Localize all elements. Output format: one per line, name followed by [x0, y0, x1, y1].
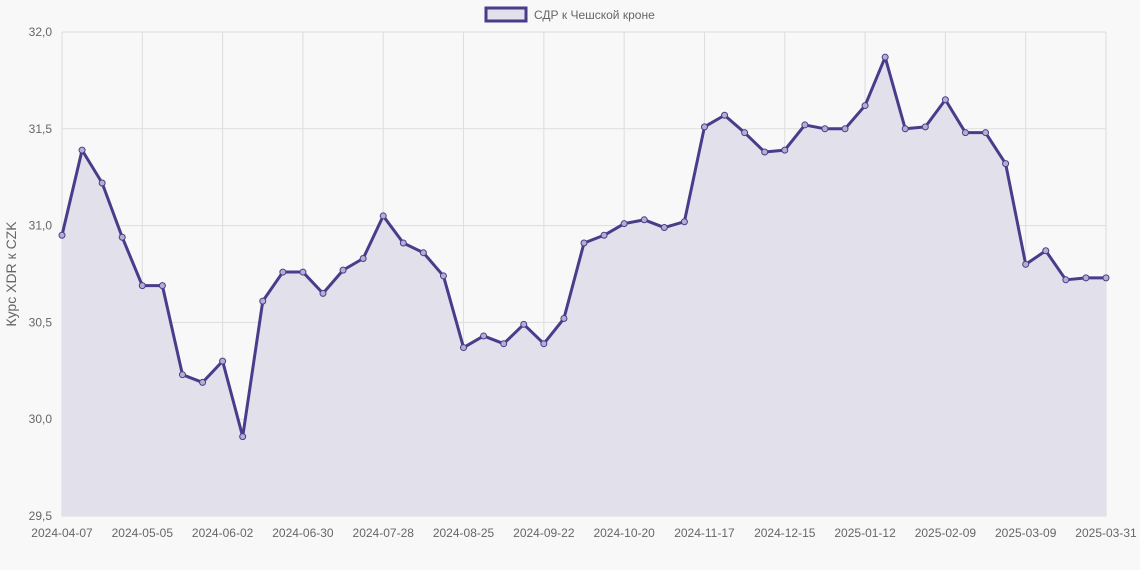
data-point[interactable]	[921, 123, 929, 131]
data-point[interactable]	[480, 332, 488, 340]
data-point[interactable]	[881, 53, 889, 61]
x-tick-label: 2024-11-17	[674, 526, 735, 540]
data-point[interactable]	[580, 239, 588, 247]
data-point[interactable]	[138, 282, 146, 290]
y-axis: 29,5 30,0 30,5 31,0 31,5 32,0	[29, 25, 53, 523]
y-tick-label: 31,0	[29, 219, 53, 233]
data-point[interactable]	[901, 125, 909, 133]
data-point[interactable]	[982, 129, 990, 137]
series-area-fill	[62, 57, 1106, 517]
data-point[interactable]	[821, 125, 829, 133]
x-tick-label: 2025-03-09	[995, 526, 1057, 540]
data-point[interactable]	[1002, 160, 1010, 168]
y-tick-label: 30,0	[29, 412, 53, 426]
data-point[interactable]	[58, 231, 66, 239]
y-tick-label: 31,5	[29, 122, 53, 136]
data-point[interactable]	[359, 255, 367, 263]
x-tick-label: 2024-04-07	[31, 526, 93, 540]
data-point[interactable]	[98, 179, 106, 187]
data-point[interactable]	[199, 378, 207, 386]
data-point[interactable]	[178, 371, 186, 379]
x-axis: 2024-04-07 2024-05-05 2024-06-02 2024-06-30…	[31, 526, 1137, 540]
y-tick-label: 32,0	[29, 25, 53, 39]
data-point[interactable]	[801, 121, 809, 129]
data-point[interactable]	[1062, 276, 1070, 284]
data-point[interactable]	[439, 272, 447, 280]
data-point[interactable]	[319, 289, 327, 297]
data-point[interactable]	[660, 224, 668, 232]
data-point[interactable]	[781, 146, 789, 154]
data-point[interactable]	[961, 129, 969, 137]
data-point[interactable]	[239, 433, 247, 441]
x-tick-label: 2025-03-31	[1075, 526, 1137, 540]
data-point[interactable]	[640, 216, 648, 224]
x-tick-label: 2025-02-09	[915, 526, 977, 540]
x-tick-label: 2024-08-25	[433, 526, 495, 540]
y-axis-title: Курс XDR к CZK	[3, 221, 19, 327]
data-point[interactable]	[279, 268, 287, 276]
x-tick-label: 2024-10-20	[593, 526, 655, 540]
data-point[interactable]	[540, 340, 548, 348]
x-tick-label: 2024-12-15	[754, 526, 816, 540]
data-point[interactable]	[500, 340, 508, 348]
data-point[interactable]	[700, 123, 708, 131]
data-point[interactable]	[861, 102, 869, 110]
x-tick-label: 2024-06-30	[272, 526, 334, 540]
data-point[interactable]	[1022, 260, 1030, 268]
y-tick-label: 29,5	[29, 509, 53, 523]
data-point[interactable]	[761, 148, 769, 156]
data-point[interactable]	[259, 297, 267, 305]
data-point[interactable]	[118, 233, 126, 241]
x-tick-label: 2024-05-05	[112, 526, 174, 540]
series-points	[58, 53, 1110, 441]
x-tick-label: 2025-01-12	[834, 526, 896, 540]
data-point[interactable]	[158, 282, 166, 290]
data-point[interactable]	[219, 357, 227, 365]
data-point[interactable]	[841, 125, 849, 133]
data-point[interactable]	[741, 129, 749, 137]
data-point[interactable]	[520, 320, 528, 328]
legend-swatch[interactable]	[484, 6, 528, 23]
x-tick-label: 2024-07-28	[353, 526, 415, 540]
data-point[interactable]	[339, 266, 347, 274]
data-point[interactable]	[620, 220, 628, 228]
data-point[interactable]	[721, 111, 729, 119]
data-point[interactable]	[1082, 274, 1090, 282]
data-point[interactable]	[299, 268, 307, 276]
data-point[interactable]	[680, 218, 688, 226]
x-tick-label: 2024-06-02	[192, 526, 254, 540]
data-point[interactable]	[600, 231, 608, 239]
data-point[interactable]	[560, 315, 568, 323]
data-point[interactable]	[78, 146, 86, 154]
x-tick-label: 2024-09-22	[513, 526, 575, 540]
data-point[interactable]	[399, 239, 407, 247]
data-point[interactable]	[419, 249, 427, 257]
data-point[interactable]	[1102, 274, 1110, 282]
data-point[interactable]	[941, 96, 949, 104]
y-tick-label: 30,5	[29, 315, 53, 329]
legend-label: СДР к Чешской кроне	[534, 8, 655, 22]
data-point[interactable]	[379, 212, 387, 220]
data-point[interactable]	[1042, 247, 1050, 255]
legend[interactable]: СДР к Чешской кроне	[484, 6, 655, 23]
data-point[interactable]	[460, 344, 468, 352]
